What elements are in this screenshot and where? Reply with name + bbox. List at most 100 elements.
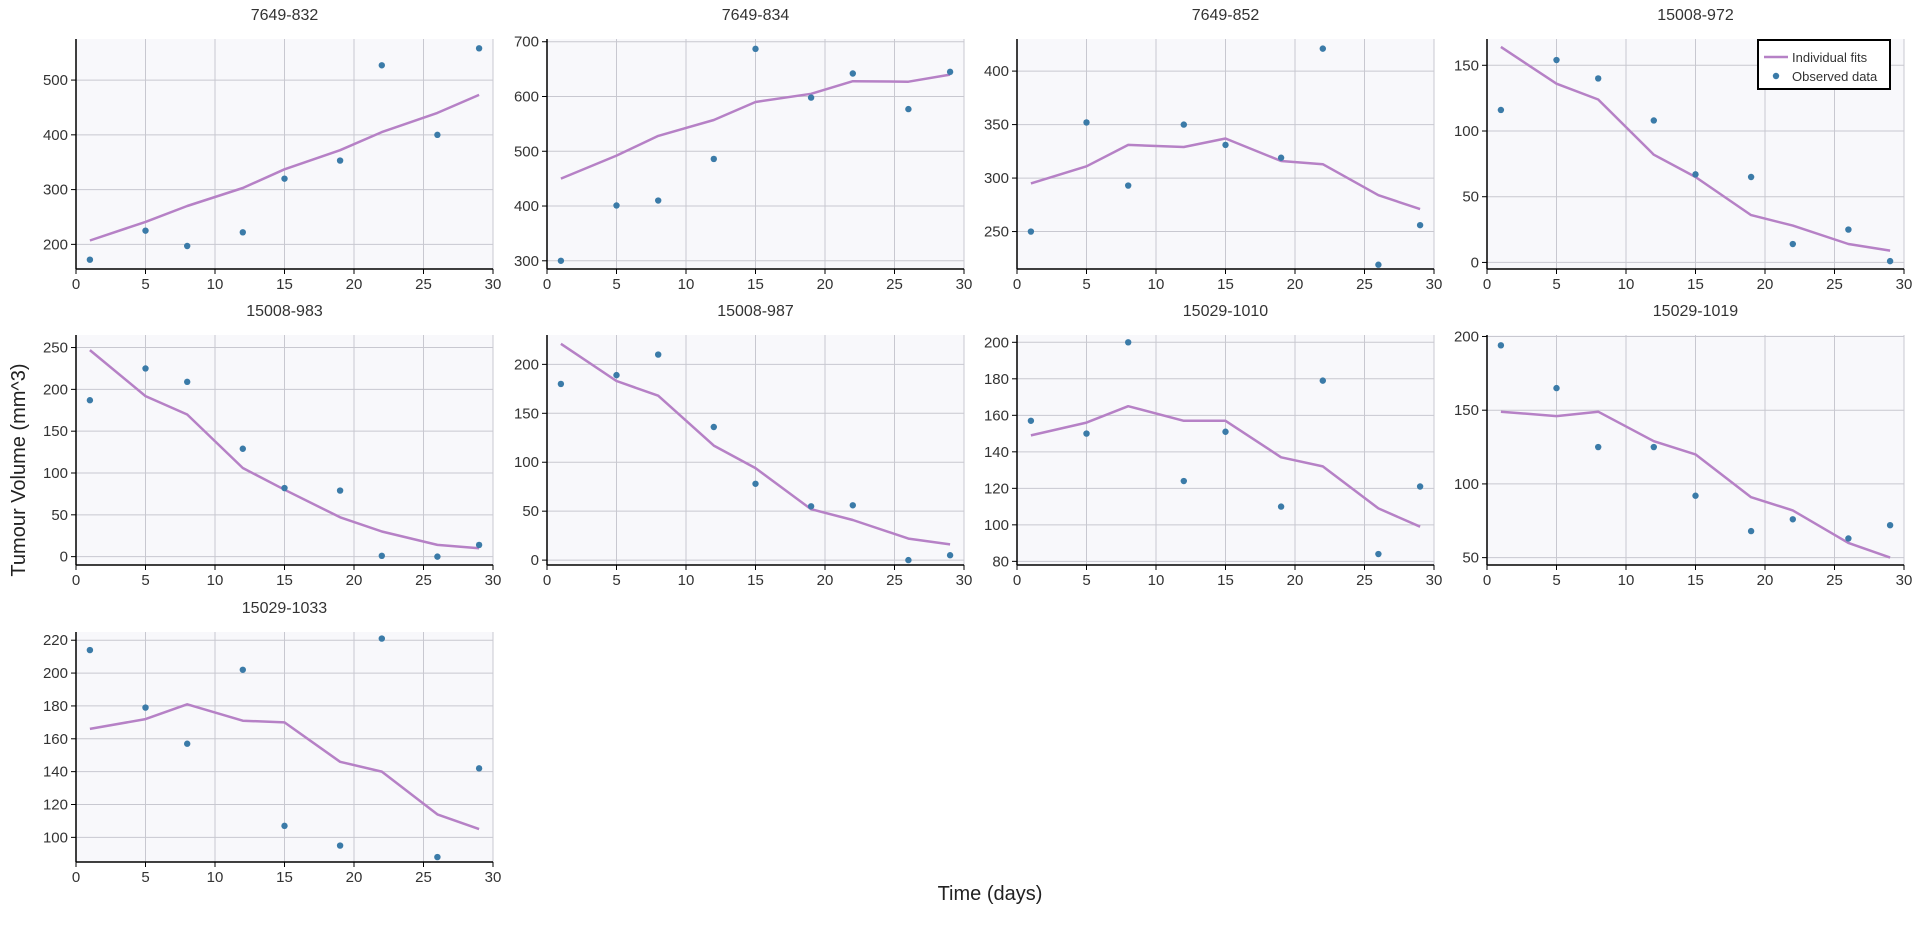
y-tick-label: 400 (984, 63, 1009, 80)
x-tick-label: 25 (415, 276, 432, 293)
subplot-7649-832: 0 5 10 15 20 25 30 200 300 400 500 7649-832 (43, 7, 501, 293)
y-tick-label: 200 (1454, 328, 1479, 345)
subplot-title: 7649-834 (722, 7, 790, 24)
observed-point (1886, 257, 1894, 265)
observed-point (475, 765, 483, 772)
observed-point (1789, 240, 1797, 248)
subplot-title: 15029-1019 (1653, 303, 1739, 320)
observed-point (807, 503, 815, 510)
subplot-15008-987: 0 5 10 15 20 25 30 0 50 100 150 200 15008-987 (514, 303, 972, 589)
x-tick-label: 15 (747, 572, 764, 589)
y-tick-label: 500 (43, 72, 68, 89)
x-tick-label: 30 (1896, 276, 1913, 293)
observed-point (281, 484, 288, 492)
x-tick-label: 30 (485, 572, 502, 589)
fit-line (560, 342, 951, 546)
observed-point (905, 105, 912, 113)
y-tick-label: 0 (60, 549, 68, 566)
x-tick-label: 5 (1552, 572, 1560, 589)
x-tick-label: 25 (1826, 276, 1843, 293)
y-tick-label: 120 (43, 797, 68, 814)
observed-point (475, 541, 483, 549)
subplot-15029-1010: 0 5 10 15 20 25 30 80 100 120 140 160 180 200 15029-10… (984, 303, 1442, 589)
x-tick-label: 20 (346, 572, 363, 589)
x-tick-label: 5 (1082, 276, 1090, 293)
x-tick-label: 20 (1287, 572, 1304, 589)
fit-line (1030, 404, 1421, 528)
x-tick-label: 15 (1217, 572, 1234, 589)
observed-point (1845, 535, 1852, 542)
y-tick-label: 0 (531, 552, 539, 569)
subplot-15029-1019: 0 5 10 15 20 25 30 50 100 150 200 15029-1019 (1454, 303, 1912, 589)
x-tick-label: 5 (612, 572, 620, 589)
y-tick-label: 300 (514, 253, 539, 270)
y-tick-label: 200 (514, 356, 539, 373)
observed-point (184, 740, 191, 747)
observed-point (946, 552, 954, 559)
observed-point (1595, 75, 1602, 82)
x-tick-label: 25 (415, 572, 432, 589)
observed-point (142, 227, 149, 234)
observed-point (655, 197, 662, 204)
y-tick-label: 100 (514, 454, 539, 471)
observed-point (905, 556, 912, 564)
observed-point (1319, 45, 1327, 52)
y-tick-label: 200 (43, 665, 68, 682)
observed-point (1222, 141, 1229, 149)
y-tick-label: 400 (43, 127, 68, 144)
subplot-title: 15029-1010 (1183, 303, 1269, 320)
observed-point (710, 155, 717, 163)
observed-point (1650, 443, 1658, 451)
y-tick-label: 0 (1471, 254, 1479, 271)
x-axis-title: Time (days) (938, 883, 1043, 905)
y-tick-label: 600 (514, 89, 539, 106)
x-tick-label: 5 (141, 869, 149, 886)
observed-point (239, 445, 246, 452)
x-tick-label: 25 (1356, 572, 1373, 589)
subplot-7649-834: 0 5 10 15 20 25 30 300 400 500 600 700 7649-834 (514, 7, 972, 293)
x-tick-label: 20 (817, 572, 834, 589)
legend-observed-label: Observed data (1792, 69, 1878, 84)
observed-point (613, 202, 620, 209)
x-tick-label: 15 (276, 869, 293, 886)
y-tick-label: 100 (1454, 476, 1479, 493)
observed-point (1375, 550, 1382, 558)
legend-box (1757, 39, 1891, 90)
x-tick-label: 0 (1013, 572, 1021, 589)
y-tick-label: 180 (43, 698, 68, 715)
y-tick-label: 100 (984, 517, 1009, 534)
x-tick-label: 30 (1426, 572, 1443, 589)
legend: Individual fits Observed data (1757, 39, 1891, 90)
y-tick-label: 50 (51, 507, 68, 524)
observed-point (807, 94, 815, 101)
observed-point (1125, 339, 1132, 346)
x-tick-label: 0 (543, 276, 551, 293)
observed-point (557, 257, 565, 264)
observed-point (1845, 226, 1852, 233)
observed-point (434, 853, 441, 861)
fit-line (89, 93, 480, 242)
x-tick-label: 15 (747, 276, 764, 293)
x-tick-label: 5 (1552, 276, 1560, 293)
subplot-title: 15008-983 (246, 303, 323, 320)
observed-point (1222, 428, 1229, 435)
x-tick-label: 5 (1082, 572, 1090, 589)
x-tick-label: 15 (276, 572, 293, 589)
fit-line (1500, 410, 1891, 559)
y-tick-label: 250 (984, 224, 1009, 241)
observed-point (1416, 221, 1424, 229)
x-tick-label: 30 (485, 869, 502, 886)
y-tick-label: 200 (984, 334, 1009, 351)
observed-point (1319, 377, 1327, 384)
subplot-15029-1033: 0 5 10 15 20 25 30 100 120 140 160 180 200 220 15029-1… (43, 600, 501, 886)
x-tick-label: 15 (1687, 572, 1704, 589)
subplot-15008-983: 0 5 10 15 20 25 30 0 50 100 150 200 250 15008-983 (43, 303, 501, 589)
y-tick-label: 100 (43, 465, 68, 482)
observed-point (849, 502, 856, 509)
observed-point (184, 242, 191, 250)
y-tick-label: 160 (984, 407, 1009, 424)
observed-point (281, 175, 288, 182)
x-tick-label: 15 (1687, 276, 1704, 293)
observed-point (1497, 106, 1505, 114)
